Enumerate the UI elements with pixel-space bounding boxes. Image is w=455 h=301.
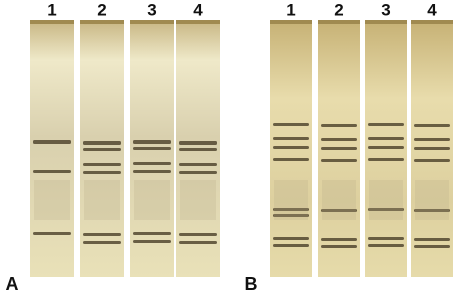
band: [133, 147, 171, 150]
band: [414, 159, 450, 162]
band: [273, 137, 309, 140]
band: [368, 137, 404, 140]
lane-label: 3: [147, 0, 156, 19]
band: [133, 170, 171, 173]
band: [368, 146, 404, 149]
band: [321, 238, 357, 241]
smear: [369, 180, 403, 220]
lane-label: 2: [97, 0, 106, 19]
band: [321, 124, 357, 127]
band: [179, 241, 217, 244]
gel-lane: [270, 22, 312, 277]
band: [414, 238, 450, 241]
band: [273, 146, 309, 149]
panel-label: B: [245, 274, 258, 294]
band: [179, 163, 217, 166]
smear: [84, 180, 120, 220]
smear: [34, 180, 70, 220]
well: [30, 20, 74, 24]
band: [321, 138, 357, 141]
well: [365, 20, 407, 24]
well: [80, 20, 124, 24]
band: [368, 208, 404, 211]
band: [368, 237, 404, 240]
band: [368, 123, 404, 126]
well: [130, 20, 174, 24]
band: [414, 147, 450, 150]
well: [270, 20, 312, 24]
band: [273, 158, 309, 161]
lane-label: 4: [193, 0, 203, 19]
band: [179, 233, 217, 236]
band: [273, 237, 309, 240]
lane-label: 3: [381, 0, 390, 19]
gel-lane: [365, 22, 407, 277]
lane-label: 1: [47, 0, 56, 19]
band: [273, 123, 309, 126]
smear: [322, 180, 356, 220]
band: [83, 241, 121, 244]
band: [321, 147, 357, 150]
band: [273, 208, 309, 211]
band: [321, 245, 357, 248]
smear: [134, 180, 170, 220]
band: [414, 138, 450, 141]
band: [133, 240, 171, 243]
lane-label: 1: [286, 0, 295, 19]
band: [133, 162, 171, 165]
band: [321, 159, 357, 162]
band: [133, 232, 171, 235]
band: [133, 140, 171, 144]
band: [368, 244, 404, 247]
smear: [415, 180, 449, 220]
band: [273, 214, 309, 217]
band: [414, 124, 450, 127]
band: [273, 244, 309, 247]
band: [368, 158, 404, 161]
band: [83, 141, 121, 145]
band: [83, 163, 121, 166]
well: [411, 20, 453, 24]
gel-lane: [30, 22, 74, 277]
band: [179, 148, 217, 151]
band: [414, 209, 450, 212]
band: [179, 141, 217, 145]
band: [33, 170, 71, 173]
band: [33, 140, 71, 144]
band: [33, 232, 71, 235]
lane-label: 4: [427, 0, 437, 19]
smear: [180, 180, 216, 220]
band: [414, 245, 450, 248]
well: [318, 20, 360, 24]
band: [321, 209, 357, 212]
smear: [274, 180, 308, 220]
panel-label: A: [6, 274, 19, 294]
lane-label: 2: [334, 0, 343, 19]
band: [83, 171, 121, 174]
band: [179, 171, 217, 174]
band: [83, 233, 121, 236]
well: [176, 20, 220, 24]
band: [83, 148, 121, 151]
